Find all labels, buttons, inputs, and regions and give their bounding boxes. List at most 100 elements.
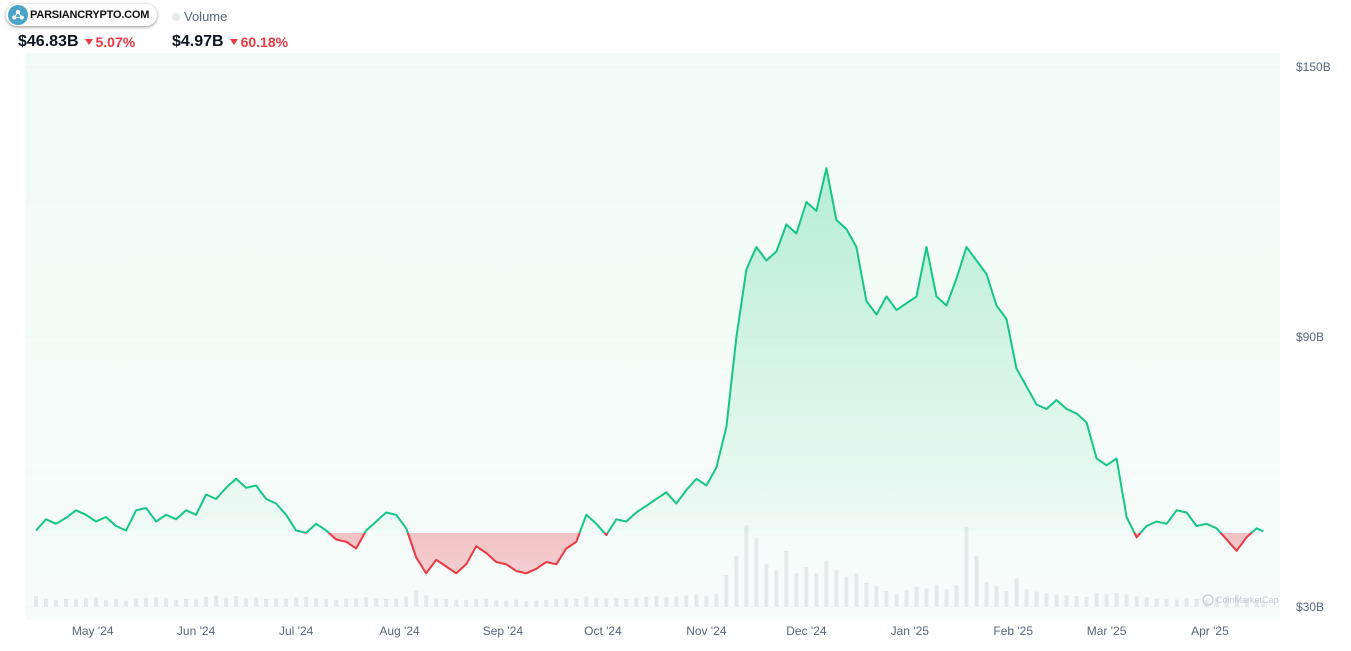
- volume-bar: [34, 596, 39, 607]
- data-point: [1196, 525, 1198, 527]
- volume-bar: [1261, 600, 1266, 607]
- data-point: [986, 273, 988, 275]
- volume-bar: [334, 599, 339, 607]
- volume-bar: [444, 599, 449, 607]
- data-point: [335, 539, 337, 541]
- data-point: [275, 503, 277, 505]
- volume-bar: [894, 594, 899, 607]
- volume-bar: [184, 599, 189, 607]
- data-point: [1216, 527, 1218, 529]
- area-above-baseline: [36, 168, 1264, 533]
- data-point: [1106, 464, 1108, 466]
- data-point: [1026, 386, 1028, 388]
- data-point: [1046, 408, 1048, 410]
- data-point: [1226, 539, 1228, 541]
- volume-bar: [284, 598, 289, 607]
- volume-bar: [474, 599, 479, 607]
- data-point: [926, 246, 928, 248]
- volume-bar: [624, 599, 629, 607]
- x-tick-label: Jan '25: [891, 624, 930, 638]
- data-point: [345, 541, 347, 543]
- area-below-baseline: [328, 533, 1252, 574]
- market-cap-value: $46.83B: [18, 33, 79, 50]
- data-point: [65, 517, 67, 519]
- data-point: [485, 552, 487, 554]
- volume-bar: [684, 595, 689, 607]
- logo-icon: [8, 5, 28, 25]
- volume-bar: [724, 575, 729, 607]
- data-point: [365, 530, 367, 532]
- data-point: [395, 514, 397, 516]
- volume-bar: [464, 599, 469, 607]
- volume-bar: [314, 598, 319, 607]
- volume-bar: [1144, 597, 1149, 607]
- data-point: [55, 523, 57, 525]
- data-point: [145, 507, 147, 509]
- data-point: [415, 557, 417, 559]
- volume-bar: [454, 599, 459, 607]
- volume-bar: [1154, 598, 1159, 607]
- volume-bar: [794, 573, 799, 607]
- data-point: [705, 485, 707, 487]
- data-point: [105, 516, 107, 518]
- data-point: [255, 485, 257, 487]
- x-axis-labels: May '24 Jun '24 Jul '24 Aug '24 Sep '24 Oct '…: [72, 624, 1229, 638]
- data-point: [75, 509, 77, 511]
- site-logo[interactable]: PARSIANCRYPTO.COM: [6, 4, 158, 26]
- data-point: [295, 530, 297, 532]
- data-point: [555, 563, 557, 565]
- data-point: [795, 233, 797, 235]
- volume-bar: [394, 598, 399, 607]
- data-point: [495, 561, 497, 563]
- x-tick-label: Dec '24: [786, 624, 827, 638]
- data-point: [265, 498, 267, 500]
- data-point: [235, 478, 237, 480]
- volume-bar: [1124, 594, 1129, 607]
- data-point: [1086, 422, 1088, 424]
- y-tick-label: $90B: [1296, 330, 1324, 344]
- volume-legend-dot[interactable]: [172, 13, 180, 21]
- volume-bar: [984, 582, 989, 607]
- data-point: [1116, 458, 1118, 460]
- volume-bar: [1194, 599, 1199, 607]
- data-point: [1262, 530, 1264, 532]
- y-axis-labels: $150B $90B $30B: [1296, 60, 1331, 614]
- data-point: [515, 570, 517, 572]
- data-point: [645, 505, 647, 507]
- data-point: [1136, 536, 1138, 538]
- data-point: [435, 559, 437, 561]
- data-point: [45, 518, 47, 520]
- data-point: [615, 518, 617, 520]
- x-tick-label: Oct '24: [584, 624, 622, 638]
- volume-bar: [914, 586, 919, 607]
- data-point: [1236, 550, 1238, 552]
- data-point: [1096, 458, 1098, 460]
- x-tick-label: Feb '25: [993, 624, 1033, 638]
- volume-bar: [614, 598, 619, 607]
- volume-bar: [274, 598, 279, 607]
- volume-bar: [764, 563, 769, 607]
- x-tick-label: Jul '24: [279, 624, 314, 638]
- data-point: [1076, 413, 1078, 415]
- data-point: [285, 514, 287, 516]
- volume-bar: [1184, 598, 1189, 607]
- data-point: [385, 512, 387, 514]
- volume-bar: [384, 599, 389, 607]
- data-point: [355, 548, 357, 550]
- data-point: [175, 518, 177, 520]
- watermark: CoinMarketCap: [1202, 594, 1279, 606]
- volume-bar: [744, 525, 749, 607]
- volume-bar: [484, 598, 489, 607]
- data-point: [835, 219, 837, 221]
- volume-stat: $4.97B 60.18%: [172, 33, 288, 51]
- volume-legend-label[interactable]: Volume: [184, 9, 228, 24]
- data-point: [465, 563, 467, 565]
- data-point: [765, 260, 767, 262]
- market-cap-change-value: 5.07%: [95, 34, 136, 50]
- data-point: [1256, 527, 1258, 529]
- data-point: [545, 561, 547, 563]
- volume-bar: [414, 590, 419, 607]
- volume-bar: [904, 590, 909, 607]
- data-point: [635, 512, 637, 514]
